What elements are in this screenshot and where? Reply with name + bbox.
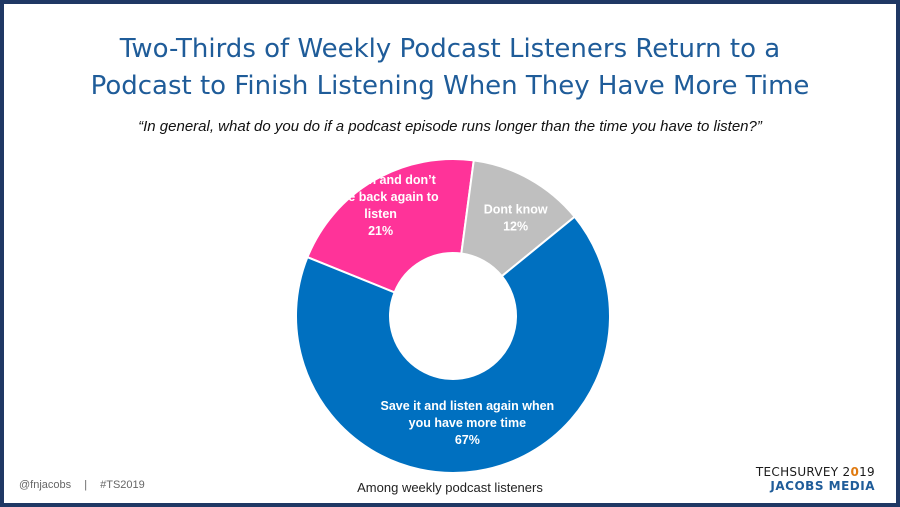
hashtag: #TS2019 bbox=[100, 479, 145, 491]
slice-label-line: you have more time bbox=[409, 416, 526, 430]
slice-label-line: Dont know bbox=[484, 203, 548, 217]
label-move-on: Move on and don’t come back again to liste… bbox=[323, 173, 439, 238]
chart-subtitle: “In general, what do you do if a podcast… bbox=[138, 118, 762, 135]
slice-percent-label: 67% bbox=[455, 433, 480, 447]
footnote: Among weekly podcast listeners bbox=[357, 480, 543, 495]
chart-title-line-2: Podcast to Finish Listening When They Ha… bbox=[90, 71, 810, 101]
slice-move-on bbox=[306, 158, 475, 294]
chart-title-line-1: Two-Thirds of Weekly Podcast Listeners R… bbox=[119, 34, 781, 64]
slice-percent-label: 21% bbox=[368, 224, 393, 238]
slice-label-line: Move on and don’t bbox=[325, 173, 436, 187]
logo-line-1: TECHSURVEY 2019 bbox=[755, 465, 875, 479]
slice-label-line: come back again to bbox=[323, 190, 439, 204]
footer-social: @fnjacobs | #TS2019 bbox=[19, 479, 155, 491]
slice-label-line: listen bbox=[364, 207, 397, 221]
twitter-handle: @fnjacobs bbox=[19, 479, 72, 491]
slice-percent-label: 12% bbox=[503, 220, 528, 234]
label-save-it: Save it and listen again when you have mo… bbox=[381, 399, 555, 447]
techsurvey-logo: TECHSURVEY 2019 JACOBS MEDIA bbox=[750, 465, 875, 493]
logo-line-2: JACOBS MEDIA bbox=[770, 479, 875, 493]
slice-label-line: Save it and listen again when bbox=[381, 399, 555, 413]
slice-save-it bbox=[295, 215, 611, 474]
footer-separator: | bbox=[84, 479, 88, 491]
label-dont-know: Dont know 12% bbox=[484, 203, 548, 234]
